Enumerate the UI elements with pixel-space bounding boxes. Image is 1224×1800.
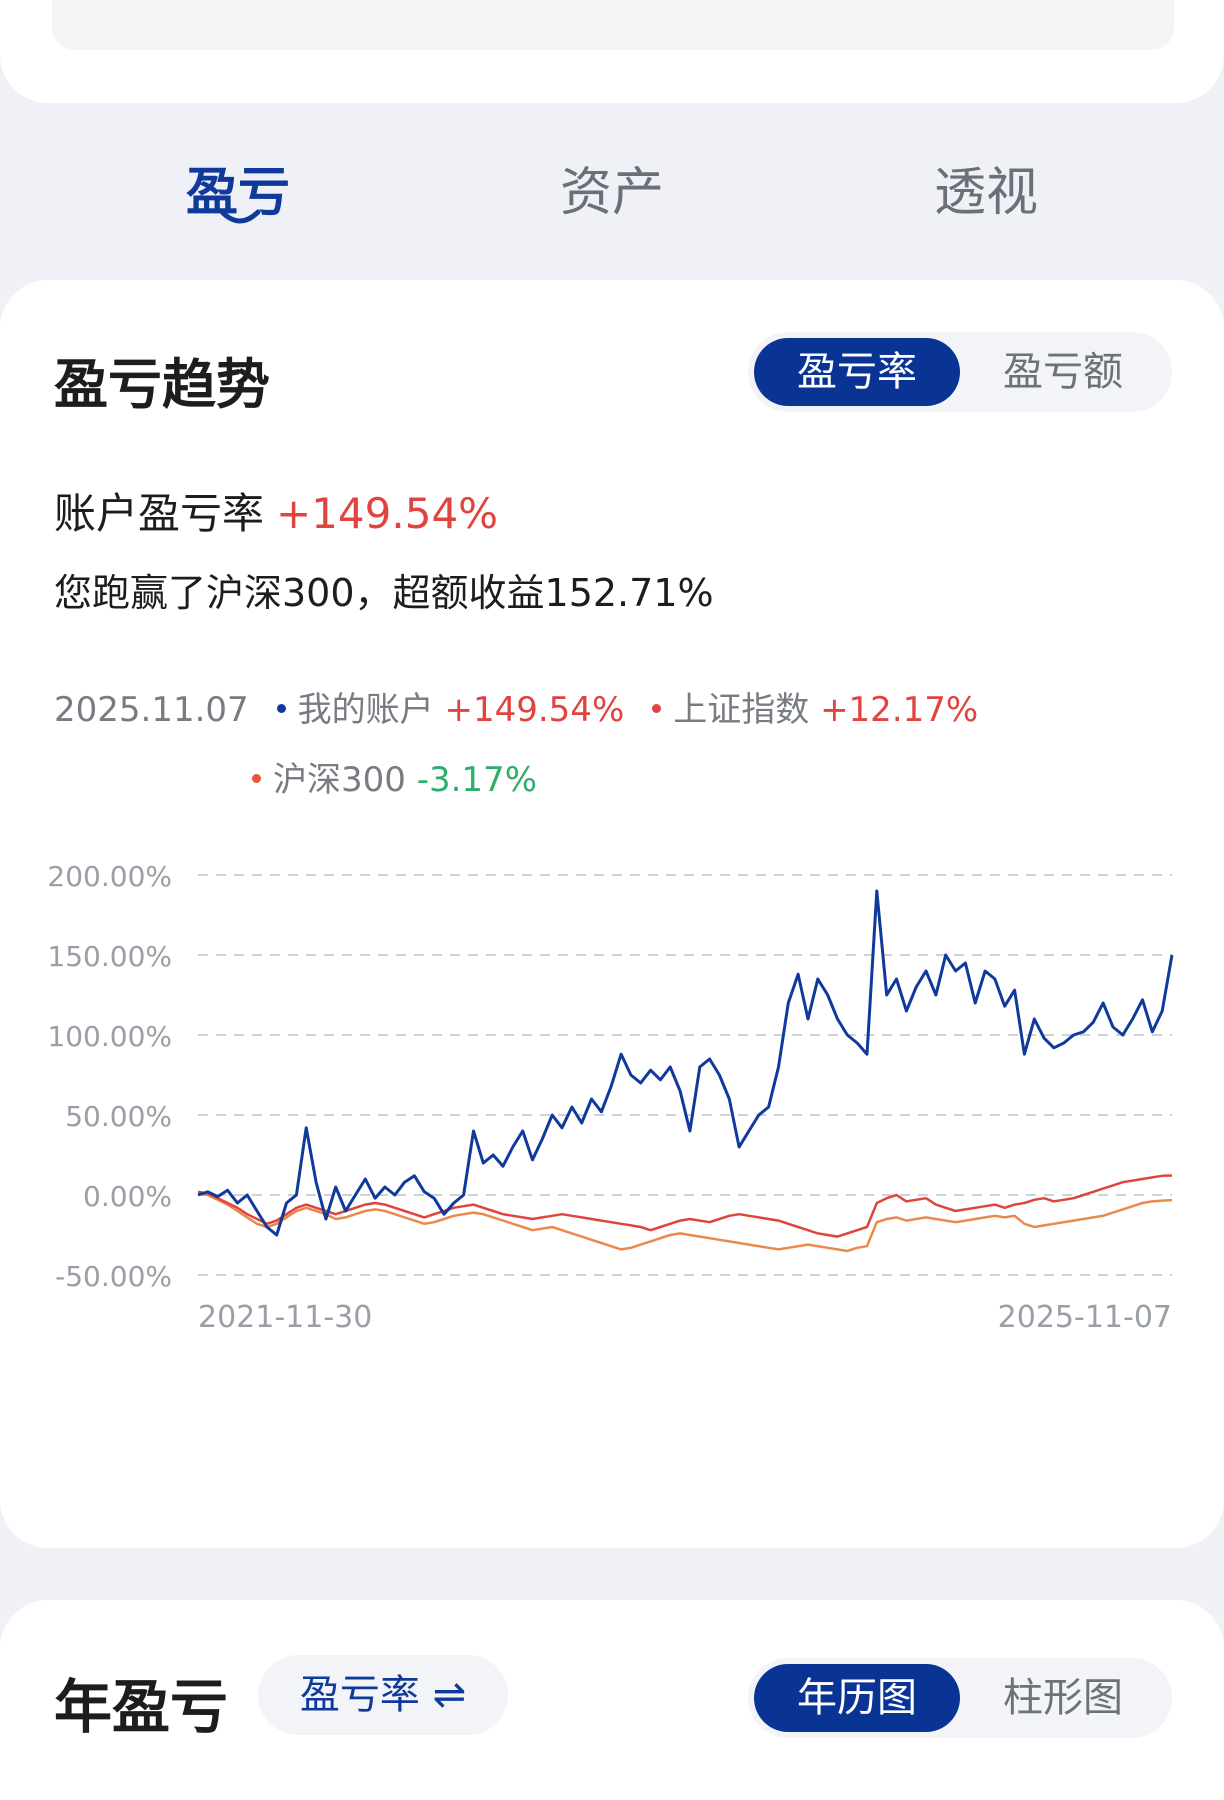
legend-account-value: +149.54% (444, 690, 625, 730)
y-tick-label: 150.00% (47, 940, 172, 973)
legend-csi300-name: 沪深300 (273, 760, 406, 800)
tab-bar: 盈亏 资产 透视 (0, 140, 1224, 250)
y-tick-label: 50.00% (65, 1100, 172, 1133)
annual-metric-switch[interactable]: 盈亏率 ⇌ (258, 1655, 508, 1735)
tab-perspective[interactable]: 透视 (933, 163, 1038, 223)
tab-profit-loss[interactable]: 盈亏 (185, 163, 290, 223)
x-start-label: 2021-11-30 (198, 1300, 372, 1335)
account-rate-label: 账户盈亏率 (54, 489, 265, 538)
account-rate-value: +149.54% (276, 489, 499, 538)
beat-index-text: 您跑赢了沪深300，超额收益152.71% (54, 571, 714, 615)
tab-assets[interactable]: 资产 (559, 163, 664, 223)
account-rate: 账户盈亏率 +149.54% (54, 480, 498, 541)
toggle-amount-button[interactable]: 盈亏额 (1003, 349, 1123, 395)
legend-sse-name: 上证指数 (673, 690, 810, 730)
legend-dot-account (276, 704, 286, 713)
toggle-calendar-button[interactable]: 年历图 (754, 1664, 960, 1732)
series-line-csi300 (197, 1192, 1173, 1253)
toggle-rate-button[interactable]: 盈亏率 (754, 338, 960, 406)
legend-dot-csi300 (252, 774, 261, 783)
legend-csi300-value: -3.17% (416, 760, 537, 800)
legend-dot-sse (652, 704, 662, 713)
legend-sse-value: +12.17% (820, 690, 979, 730)
profit-trend-chart: 200.00% 150.00% 100.00% 50.00% 0.00% -50.00% 2… (47, 860, 1174, 1335)
y-tick-label: 0.00% (83, 1180, 172, 1213)
legend-account-name: 我的账户 (297, 690, 434, 730)
series-line-account (197, 889, 1174, 1237)
annual-title: 年盈亏 (54, 1673, 229, 1741)
trend-toggle: 盈亏率 盈亏额 (748, 332, 1172, 412)
trend-title: 盈亏趋势 (54, 353, 270, 416)
trend-card: 盈亏趋势 盈亏率 盈亏额 账户盈亏率 +149.54% 您跑赢了沪深300，超额收… (0, 280, 1224, 1548)
annual-toggle: 年历图 柱形图 (748, 1658, 1172, 1738)
top-card (0, 0, 1224, 103)
top-card-inner (52, 0, 1174, 50)
legend-date: 2025.11.07 (54, 690, 249, 730)
active-tab-indicator-icon (219, 209, 261, 224)
y-tick-label: 200.00% (47, 860, 172, 893)
annual-card: 年盈亏 盈亏率 ⇌ 年历图 柱形图 (0, 1600, 1224, 1800)
y-tick-label: 100.00% (47, 1020, 172, 1053)
series-line-sse (197, 1174, 1173, 1238)
y-tick-label: -50.00% (55, 1260, 172, 1293)
toggle-bar-button[interactable]: 柱形图 (1003, 1675, 1123, 1721)
x-end-label: 2025-11-07 (998, 1300, 1172, 1335)
